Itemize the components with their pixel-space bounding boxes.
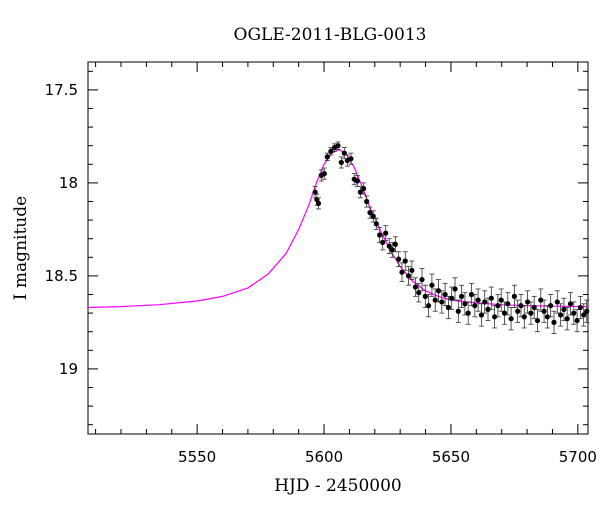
data-point [561,306,567,312]
data-point [584,308,590,314]
data-point [528,310,534,316]
data-point [402,258,408,264]
data-point [357,189,363,195]
data-point [468,291,475,298]
data-point [574,317,580,324]
data-point [518,303,524,309]
data-point [419,277,425,283]
data-point [432,297,438,303]
data-point [445,304,452,311]
y-tick-label: 18 [59,174,78,192]
data-point [501,310,508,316]
data-point [338,159,344,166]
data-point [354,178,360,184]
data-point [335,143,341,149]
data-point [405,273,412,279]
data-point [495,303,501,309]
data-point [459,293,465,299]
data-point [508,316,514,322]
data-point [328,148,334,154]
data-point [435,288,442,294]
data-point [364,198,370,205]
data-point [557,312,564,318]
data-point [380,239,386,246]
data-point [551,319,557,325]
data-point [465,310,471,316]
model-curve [87,148,589,309]
data-point [482,299,488,305]
data-point [554,299,560,305]
data-point [389,247,395,253]
data-point [475,297,481,303]
x-axis-label: HJD - 2450000 [274,476,402,496]
y-tick-label: 18.5 [45,267,78,285]
data-point [442,291,448,298]
axis-ticks [88,62,588,434]
data-point [564,316,570,322]
data-point [399,269,405,275]
data-point [426,303,432,309]
data-point [498,297,504,303]
data-point [416,290,422,296]
data-point [383,230,389,236]
data-point [485,306,491,312]
data-point [367,210,373,216]
data-point [478,312,485,318]
data-point [472,303,478,309]
data-point [491,314,498,320]
data-point [370,213,376,219]
data-point [341,150,347,156]
y-axis-label: I magnitude [11,196,31,300]
data-point [571,310,577,316]
y-tick-label: 19 [59,360,78,378]
data-point [511,293,517,299]
data-point [422,293,428,299]
data-point [429,282,435,288]
data-point [392,241,398,247]
y-tick-label: 17.5 [45,81,78,99]
data-point [315,200,322,206]
data-point [439,299,445,305]
data-point [577,304,583,311]
data-point [361,185,367,192]
data-point [373,221,379,227]
data-point [505,301,511,307]
x-tick-label: 5600 [305,448,343,466]
data-point [521,314,527,320]
tick-labels-group: 5550 5600 5650 5700 17.5 18 18.5 19 [45,81,597,466]
chart-title: OGLE-2011-BLG-0013 [234,25,427,45]
data-point [524,299,531,305]
data-point [488,295,494,301]
data-point [449,295,455,301]
data-point [386,243,392,249]
data-point [396,256,402,262]
data-point [321,171,327,177]
data-point [455,308,461,314]
data-point [548,303,554,309]
data-point [581,312,587,318]
data-point [462,301,468,307]
data-point [409,267,415,273]
x-tick-label: 5650 [432,448,470,466]
data-point [312,189,318,195]
data-point [567,301,574,307]
data-point [324,154,330,160]
x-tick-label: 5700 [559,448,597,466]
model-curve-group [87,148,589,309]
data-point [452,286,458,292]
data-point [412,284,419,290]
data-point [541,308,547,314]
x-tick-label: 5550 [178,448,216,466]
data-point [544,314,550,320]
data-points-group [312,141,590,334]
data-point [538,297,544,303]
plot-frame [87,61,589,435]
data-point [377,232,383,238]
data-point [348,156,354,162]
data-point [534,317,541,324]
data-point [531,304,537,311]
data-point [515,308,521,314]
